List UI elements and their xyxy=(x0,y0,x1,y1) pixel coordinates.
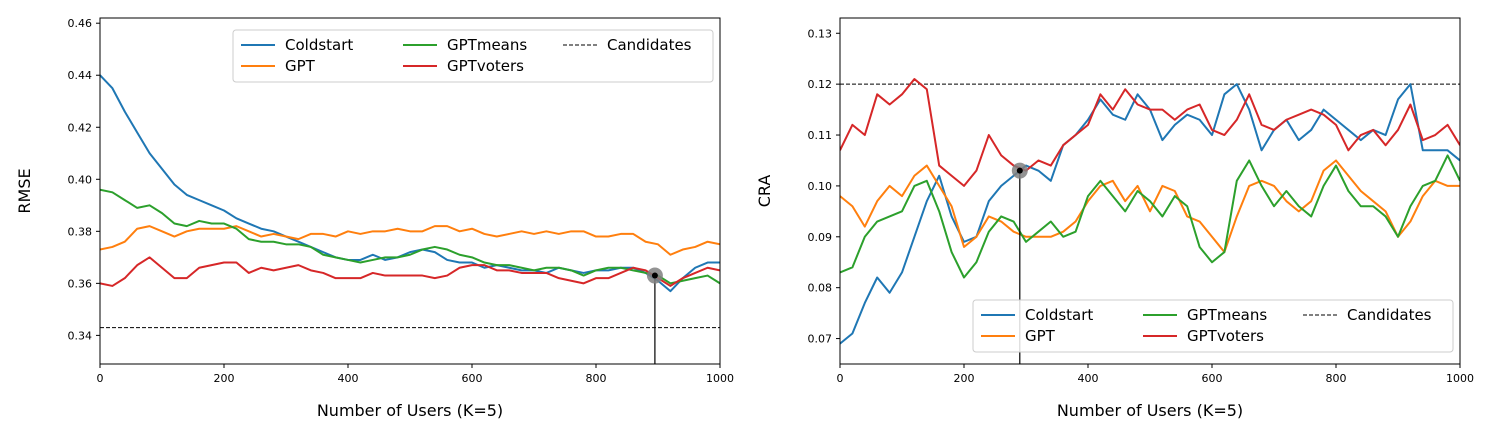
x-tick-label: 800 xyxy=(586,372,607,385)
legend-label-gpt: GPT xyxy=(285,57,316,75)
y-axis-label: CRA xyxy=(755,175,774,208)
cra-chart: 0 200 400 600 800 1000 0.07 0.08 0.09 0.10 0.11 0.1… xyxy=(755,17,1474,420)
legend-box xyxy=(972,299,1454,353)
y-tick-label: 0.10 xyxy=(808,180,833,193)
y-tick-label: 0.11 xyxy=(808,129,833,142)
x-tick-label: 1000 xyxy=(706,372,734,385)
legend-label-candidates: Candidates xyxy=(1347,306,1432,324)
x-tick-label: 1000 xyxy=(1446,372,1474,385)
y-tick-label: 0.46 xyxy=(68,17,93,30)
series-line-gpt xyxy=(840,159,1460,254)
y-tick-label: 0.44 xyxy=(68,69,93,82)
legend-label-gptmeans: GPTmeans xyxy=(1187,306,1267,324)
legend-label-coldstart: Coldstart xyxy=(285,36,353,54)
y-tick-label: 0.08 xyxy=(808,282,833,295)
x-axis-label: Number of Users (K=5) xyxy=(317,401,503,420)
x-tick-label: 600 xyxy=(462,372,483,385)
series-line-gpt xyxy=(100,225,720,256)
x-tick-label: 200 xyxy=(954,372,975,385)
axes-frame xyxy=(839,17,1461,365)
y-axis-label: RMSE xyxy=(15,168,34,213)
y-tick-label: 0.12 xyxy=(808,78,833,91)
y-tick-label: 0.07 xyxy=(808,333,833,346)
legend-box xyxy=(232,29,714,83)
x-tick-label: 400 xyxy=(338,372,359,385)
x-tick-label: 200 xyxy=(214,372,235,385)
y-tick-label: 0.09 xyxy=(808,231,833,244)
legend-label-candidates: Candidates xyxy=(607,36,692,54)
legend-label-coldstart: Coldstart xyxy=(1025,306,1093,324)
y-tick-label: 0.13 xyxy=(808,27,833,40)
y-tick-label: 0.34 xyxy=(68,329,93,342)
legend: Coldstart GPT GPTmeans GPTvoters Candidates xyxy=(232,29,714,83)
y-tick-label: 0.36 xyxy=(68,277,93,290)
x-tick-label: 800 xyxy=(1326,372,1347,385)
x-tick-label: 600 xyxy=(1202,372,1223,385)
axes-frame xyxy=(99,17,721,365)
y-tick-label: 0.38 xyxy=(68,225,93,238)
x-tick-label: 400 xyxy=(1078,372,1099,385)
legend-label-gptvoters: GPTvoters xyxy=(1187,327,1264,345)
legend-label-gptmeans: GPTmeans xyxy=(447,36,527,54)
marker-point xyxy=(1016,167,1023,174)
plot-area xyxy=(840,78,1460,345)
x-axis-label: Number of Users (K=5) xyxy=(1057,401,1243,420)
rmse-chart: 0 200 400 600 800 1000 0.34 0.36 0.38 0.40 0.42 0.4… xyxy=(15,17,734,420)
series-line-gptmeans xyxy=(840,154,1460,279)
series-line-coldstart xyxy=(100,74,720,293)
legend-label-gpt: GPT xyxy=(1025,327,1056,345)
series-line-gptvoters xyxy=(840,78,1460,187)
legend: Coldstart GPT GPTmeans GPTvoters Candidates xyxy=(972,299,1454,353)
x-tick-label: 0 xyxy=(97,372,104,385)
x-tick-label: 0 xyxy=(837,372,844,385)
marker-point xyxy=(651,272,658,279)
y-tick-label: 0.40 xyxy=(68,173,93,186)
y-tick-label: 0.42 xyxy=(68,121,93,134)
plot-area xyxy=(100,74,720,293)
series-line-gptvoters xyxy=(100,256,720,287)
legend-label-gptvoters: GPTvoters xyxy=(447,57,524,75)
series-line-gptmeans xyxy=(100,188,720,285)
